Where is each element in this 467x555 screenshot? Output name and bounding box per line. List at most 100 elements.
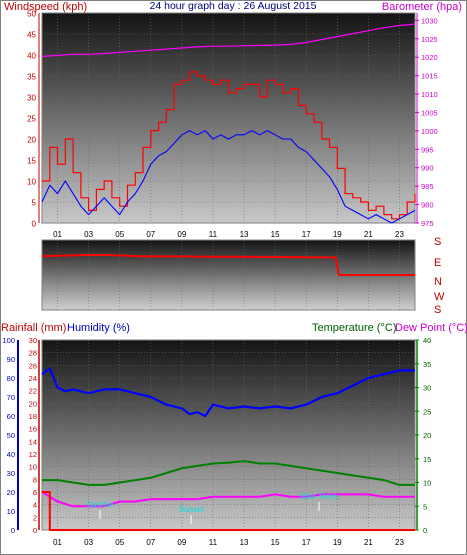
humidity-tick-label: 30 <box>7 469 15 478</box>
windspeed-tick-label: 20 <box>27 136 36 145</box>
hour-tick-label: 05 <box>115 230 124 239</box>
barometer-tick-label: 1000 <box>421 127 438 136</box>
hour-tick-label: 11 <box>209 230 218 239</box>
temperature-axis-label: Temperature (°C) <box>312 322 396 334</box>
temperature-tick-label: 30 <box>423 384 431 393</box>
rainfall-axis-label: Rainfall (mm) <box>1 322 66 334</box>
rainfall-tick-label: 24 <box>29 374 37 383</box>
barometer-tick-label: 1025 <box>421 35 438 44</box>
hour-tick-label-bottom: 01 <box>53 538 62 547</box>
sunrise-annotation: Sunrise <box>86 500 114 509</box>
barometer-tick-label: 1020 <box>421 53 438 62</box>
hour-tick-label-bottom: 07 <box>146 538 155 547</box>
humidity-tick-label: 100 <box>2 336 15 345</box>
temperature-tick-label: 15 <box>423 455 431 464</box>
wind-average-series-line <box>41 130 416 224</box>
rainfall-series-line <box>42 491 415 531</box>
humidity-tick-label: 70 <box>7 393 15 402</box>
wind-direction-tick-label: W <box>434 291 445 303</box>
hour-tick-label-bottom: 15 <box>271 538 280 547</box>
temperature-tick-label: 35 <box>423 360 431 369</box>
humidity-tick-label: 90 <box>7 355 15 364</box>
rainfall-tick-label: 22 <box>29 387 37 396</box>
rainfall-tick-label: 10 <box>29 463 37 472</box>
hour-tick-label-bottom: 19 <box>333 538 342 547</box>
hour-tick-label: 09 <box>177 230 186 239</box>
windspeed-tick-label: 5 <box>32 199 37 208</box>
hour-tick-label-bottom: 11 <box>209 538 218 547</box>
windspeed-tick-label: 45 <box>27 31 36 40</box>
humidity-tick-label: 20 <box>7 488 15 497</box>
rainfall-tick-label: 8 <box>33 475 37 484</box>
barometer-tick-label: 980 <box>421 201 434 210</box>
hour-tick-label: 21 <box>364 230 373 239</box>
temperature-tick-label: 10 <box>423 479 431 488</box>
hour-tick-label: 07 <box>146 230 155 239</box>
windspeed-tick-label: 30 <box>27 94 36 103</box>
windspeed-tick-label: 15 <box>27 157 36 166</box>
windspeed-tick-label: 40 <box>27 52 36 61</box>
humidity-tick-label: 80 <box>7 374 15 383</box>
hour-tick-label: 23 <box>395 230 404 239</box>
rainfall-tick-label: 2 <box>33 513 37 522</box>
wind-direction-series-line <box>41 254 415 276</box>
sunset-annotation: Sunset <box>179 505 205 514</box>
rainfall-tick-label: 4 <box>33 501 37 510</box>
hour-tick-label-bottom: 21 <box>364 538 373 547</box>
rainfall-tick-label: 14 <box>29 437 37 446</box>
hour-tick-label-bottom: 17 <box>302 538 311 547</box>
humidity-series-line <box>41 367 415 418</box>
barometer-axis-label: Barometer (hpa) <box>382 1 462 13</box>
rainfall-tick-label: 20 <box>29 399 37 408</box>
hour-tick-label: 15 <box>271 230 280 239</box>
windspeed-tick-label: 10 <box>27 178 36 187</box>
humidity-tick-label: 50 <box>7 431 15 440</box>
windspeed-axis-label: Windspeed (kph) <box>4 1 87 13</box>
windspeed-tick-label: 25 <box>27 115 36 124</box>
humidity-tick-label: 40 <box>7 450 15 459</box>
wind-direction-tick-label: S <box>434 236 441 248</box>
barometer-tick-label: 995 <box>421 145 434 154</box>
humidity-tick-label: 0 <box>11 526 15 535</box>
rainfall-tick-label: 16 <box>29 425 37 434</box>
max-temp-annotation: Max Temp <box>301 492 338 501</box>
humidity-tick-label: 10 <box>7 507 15 516</box>
rainfall-tick-label: 12 <box>29 450 37 459</box>
temperature-tick-label: 20 <box>423 431 431 440</box>
hour-tick-label-bottom: 03 <box>84 538 93 547</box>
hour-tick-label-bottom: 05 <box>115 538 124 547</box>
barometer-tick-label: 1015 <box>421 72 438 81</box>
rainfall-tick-label: 6 <box>33 488 37 497</box>
hour-tick-label-bottom: 09 <box>177 538 186 547</box>
barometer-tick-label: 975 <box>421 219 434 228</box>
temperature-tick-label: 40 <box>423 336 431 345</box>
hour-tick-label: 17 <box>302 230 311 239</box>
humidity-axis-label: Humidity (%) <box>67 322 130 334</box>
dewpoint-series-line <box>41 491 415 508</box>
rainfall-tick-label: 0 <box>33 526 37 535</box>
wind-direction-tick-label: N <box>434 276 442 288</box>
wind-direction-tick-label: E <box>434 257 441 269</box>
barometer-tick-label: 985 <box>421 182 434 191</box>
hour-tick-label: 19 <box>333 230 342 239</box>
barometer-tick-label: 1005 <box>421 108 438 117</box>
barometer-tick-label: 1010 <box>421 90 438 99</box>
hour-tick-label: 03 <box>84 230 93 239</box>
barometer-series-line <box>41 23 416 58</box>
temperature-tick-label: 25 <box>423 407 431 416</box>
windspeed-tick-label: 0 <box>32 220 37 229</box>
wind-gust-series-line <box>42 71 416 220</box>
hour-tick-label: 13 <box>240 230 249 239</box>
rainfall-tick-label: 28 <box>29 349 37 358</box>
chart-title: 24 hour graph day : 26 August 2015 <box>150 0 317 12</box>
rainfall-tick-label: 26 <box>29 361 37 370</box>
barometer-tick-label: 1030 <box>421 16 438 25</box>
rainfall-tick-label: 30 <box>29 336 37 345</box>
windspeed-tick-label: 35 <box>27 73 36 82</box>
humidity-tick-label: 60 <box>7 412 15 421</box>
hour-tick-label-bottom: 23 <box>395 538 404 547</box>
dewpoint-axis-label: Dew Point (°C) <box>395 322 467 334</box>
rainfall-tick-label: 18 <box>29 412 37 421</box>
